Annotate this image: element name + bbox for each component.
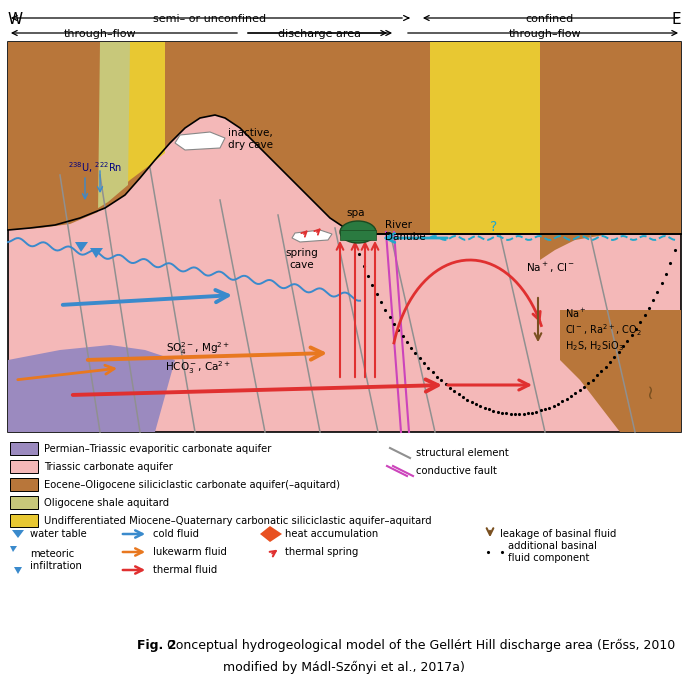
Bar bbox=[340, 230, 376, 240]
Bar bbox=[10, 442, 38, 455]
Bar bbox=[10, 496, 38, 509]
Text: ~: ~ bbox=[641, 382, 659, 398]
Text: SO$_4^{2-}$, Mg$^{2+}$
HCO$_3^-$, Ca$^{2+}$: SO$_4^{2-}$, Mg$^{2+}$ HCO$_3^-$, Ca$^{2… bbox=[165, 340, 231, 376]
Text: Na$^+$
Cl$^-$, Ra$^{2+}$, CO$_2$
H$_2$S, H$_2$SiO$_3$: Na$^+$ Cl$^-$, Ra$^{2+}$, CO$_2$ H$_2$S,… bbox=[565, 307, 641, 354]
Bar bbox=[8, 42, 681, 432]
Text: Na$^+$, Cl$^-$: Na$^+$, Cl$^-$ bbox=[526, 261, 575, 275]
Polygon shape bbox=[175, 132, 225, 150]
Text: structural element: structural element bbox=[416, 448, 508, 458]
Text: conductive fault: conductive fault bbox=[416, 466, 497, 476]
Text: Triassic carbonate aquifer: Triassic carbonate aquifer bbox=[44, 462, 173, 472]
Ellipse shape bbox=[340, 221, 376, 243]
Text: modified by Mádl-Szőnyi et al., 2017a): modified by Mádl-Szőnyi et al., 2017a) bbox=[223, 660, 465, 673]
Text: Fig. 2: Fig. 2 bbox=[137, 638, 176, 652]
Text: spa: spa bbox=[347, 208, 365, 218]
Bar bbox=[10, 478, 38, 491]
Polygon shape bbox=[540, 42, 681, 260]
Text: heat accumulation: heat accumulation bbox=[285, 529, 378, 539]
Polygon shape bbox=[8, 42, 100, 230]
Text: River
Danube: River Danube bbox=[385, 220, 426, 242]
Text: E: E bbox=[671, 12, 681, 27]
Polygon shape bbox=[8, 345, 175, 432]
Text: ?: ? bbox=[490, 220, 497, 234]
Text: spring
cave: spring cave bbox=[286, 248, 318, 270]
Polygon shape bbox=[260, 526, 282, 542]
Text: meteoric
infiltration: meteoric infiltration bbox=[30, 550, 82, 570]
Polygon shape bbox=[75, 242, 88, 252]
Bar bbox=[10, 514, 38, 527]
Polygon shape bbox=[430, 42, 681, 234]
Text: Permian–Triassic evaporitic carbonate aquifer: Permian–Triassic evaporitic carbonate aq… bbox=[44, 444, 271, 454]
Text: thermal fluid: thermal fluid bbox=[153, 565, 217, 575]
Text: water table: water table bbox=[30, 529, 87, 539]
Text: through–flow: through–flow bbox=[508, 29, 582, 39]
Polygon shape bbox=[292, 230, 332, 242]
Text: confined: confined bbox=[526, 14, 574, 24]
Text: through–flow: through–flow bbox=[63, 29, 136, 39]
Text: Conceptual hydrogeological model of the Gellért Hill discharge area (Erőss, 2010: Conceptual hydrogeological model of the … bbox=[163, 638, 675, 652]
Text: additional basinal
fluid component: additional basinal fluid component bbox=[508, 541, 597, 563]
Text: Eocene–Oligocene siliciclastic carbonate aquifer(–aquitard): Eocene–Oligocene siliciclastic carbonate… bbox=[44, 480, 340, 490]
Text: W: W bbox=[8, 12, 23, 27]
Text: lukewarm fluid: lukewarm fluid bbox=[153, 547, 227, 557]
Bar bbox=[10, 460, 38, 473]
Text: leakage of basinal fluid: leakage of basinal fluid bbox=[500, 529, 617, 539]
Text: inactive,
dry cave: inactive, dry cave bbox=[228, 128, 273, 150]
Polygon shape bbox=[8, 42, 681, 234]
Polygon shape bbox=[560, 310, 681, 432]
Text: $^{238}$U, $^{222}$Rn: $^{238}$U, $^{222}$Rn bbox=[68, 160, 122, 176]
Text: discharge area: discharge area bbox=[278, 29, 362, 39]
Polygon shape bbox=[12, 530, 24, 538]
Polygon shape bbox=[14, 567, 22, 574]
Polygon shape bbox=[10, 546, 17, 552]
Text: Undifferentiated Miocene–Quaternary carbonatic siliciclastic aquifer–aquitard: Undifferentiated Miocene–Quaternary carb… bbox=[44, 516, 431, 526]
Polygon shape bbox=[8, 42, 130, 230]
Text: thermal spring: thermal spring bbox=[285, 547, 358, 557]
Polygon shape bbox=[90, 248, 103, 258]
Text: semi– or unconfined: semi– or unconfined bbox=[154, 14, 267, 24]
Text: Oligocene shale aquitard: Oligocene shale aquitard bbox=[44, 498, 169, 508]
Text: cold fluid: cold fluid bbox=[153, 529, 199, 539]
Polygon shape bbox=[8, 42, 165, 230]
